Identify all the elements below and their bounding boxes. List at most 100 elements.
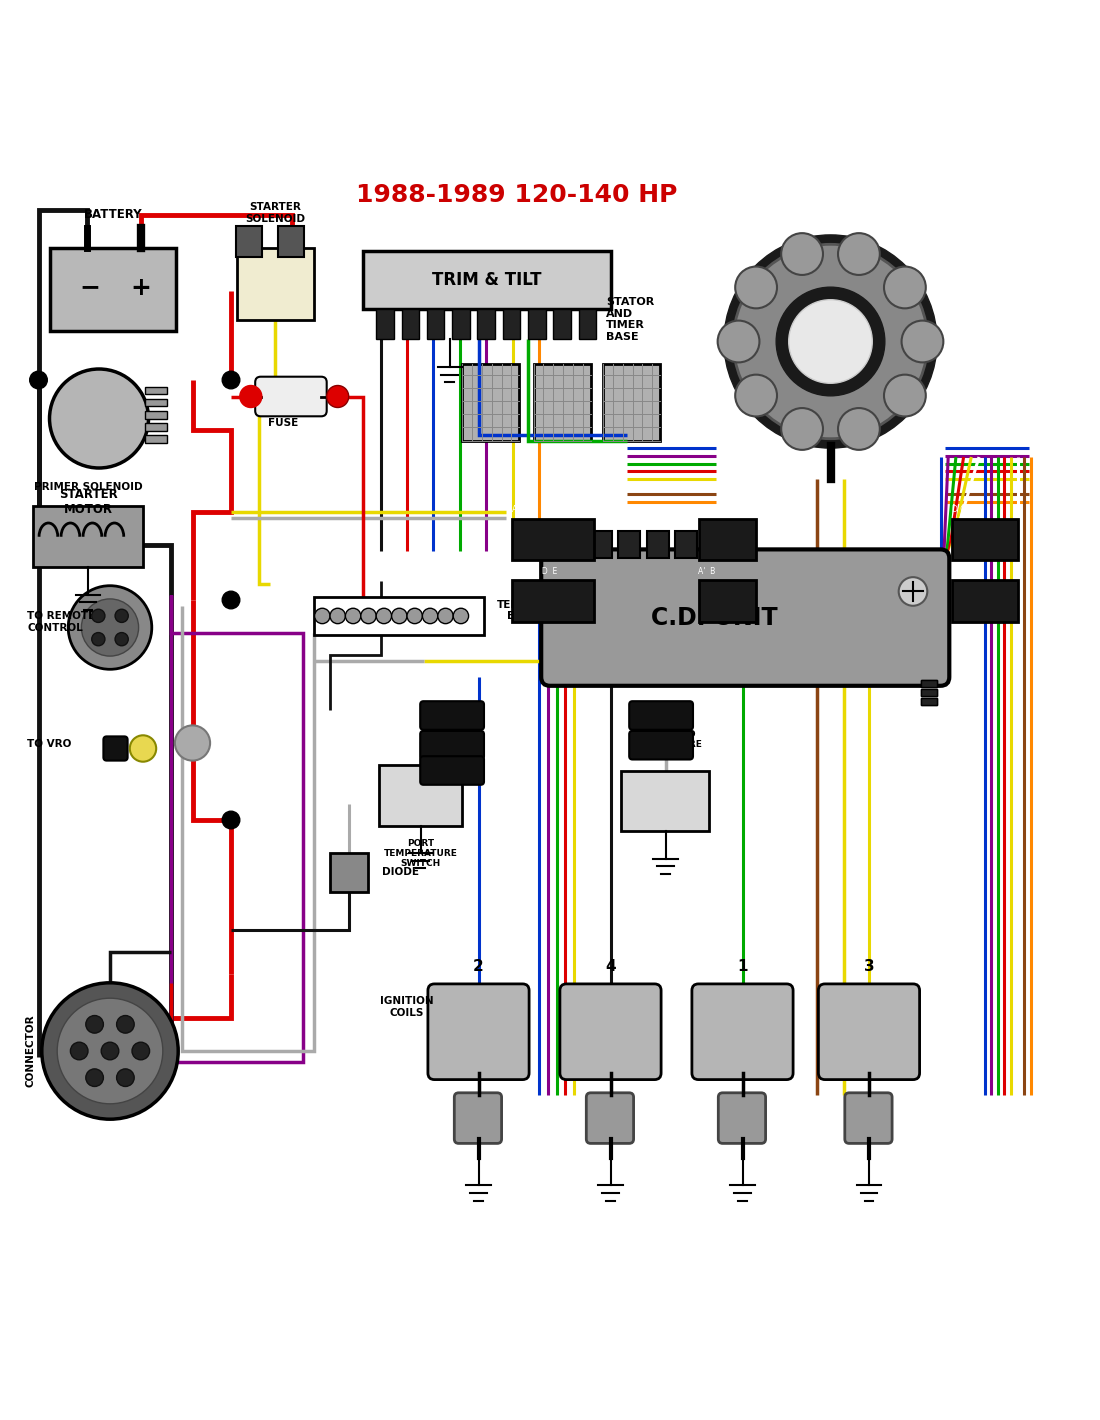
FancyBboxPatch shape: [845, 1093, 892, 1143]
FancyBboxPatch shape: [618, 531, 640, 558]
Circle shape: [116, 609, 129, 622]
FancyBboxPatch shape: [528, 308, 546, 339]
FancyBboxPatch shape: [428, 984, 529, 1079]
FancyBboxPatch shape: [818, 984, 920, 1079]
FancyBboxPatch shape: [534, 364, 591, 440]
Text: 4: 4: [605, 959, 616, 974]
FancyBboxPatch shape: [647, 531, 669, 558]
Circle shape: [315, 608, 330, 623]
FancyBboxPatch shape: [921, 689, 937, 696]
Circle shape: [222, 591, 240, 609]
Text: TERMINAL
BOARD: TERMINAL BOARD: [497, 599, 558, 622]
Circle shape: [838, 408, 880, 450]
Text: +: +: [130, 275, 151, 300]
Text: STARTER
SOLENOID: STARTER SOLENOID: [245, 202, 305, 224]
FancyBboxPatch shape: [629, 731, 693, 760]
Circle shape: [116, 632, 129, 646]
FancyBboxPatch shape: [379, 765, 462, 825]
Text: C.D. UNIT: C.D. UNIT: [651, 605, 778, 629]
Circle shape: [117, 1015, 134, 1034]
FancyBboxPatch shape: [420, 731, 484, 760]
Circle shape: [240, 385, 262, 408]
FancyBboxPatch shape: [921, 697, 937, 704]
FancyBboxPatch shape: [553, 308, 571, 339]
Circle shape: [42, 983, 178, 1119]
Text: TO REMOTE
CONTROL: TO REMOTE CONTROL: [28, 611, 96, 633]
FancyBboxPatch shape: [579, 308, 596, 339]
Circle shape: [57, 998, 163, 1103]
Circle shape: [407, 608, 422, 623]
Text: FUSE: FUSE: [267, 419, 298, 429]
Circle shape: [86, 1015, 103, 1034]
Text: STATOR
AND
TIMER
BASE: STATOR AND TIMER BASE: [606, 297, 654, 342]
Text: 1988-1989 120-140 HP: 1988-1989 120-140 HP: [356, 183, 678, 207]
FancyBboxPatch shape: [50, 248, 176, 331]
FancyBboxPatch shape: [586, 1093, 634, 1143]
FancyBboxPatch shape: [145, 423, 167, 430]
Circle shape: [361, 608, 376, 623]
FancyBboxPatch shape: [376, 308, 394, 339]
Circle shape: [175, 726, 210, 761]
Circle shape: [781, 233, 823, 275]
Text: 1: 1: [737, 959, 748, 974]
FancyBboxPatch shape: [952, 518, 1018, 561]
Text: D C B A: D C B A: [952, 506, 980, 514]
Circle shape: [734, 244, 927, 439]
Text: DIODE: DIODE: [382, 868, 419, 878]
FancyBboxPatch shape: [314, 596, 484, 635]
Text: STARTER
MOTOR: STARTER MOTOR: [58, 488, 118, 515]
Circle shape: [91, 609, 104, 622]
FancyBboxPatch shape: [921, 680, 937, 687]
FancyBboxPatch shape: [621, 771, 710, 831]
Text: STARBOARD
TEMPERATURE
SWITCH: STARBOARD TEMPERATURE SWITCH: [628, 730, 703, 760]
FancyBboxPatch shape: [236, 248, 314, 320]
FancyBboxPatch shape: [718, 1093, 766, 1143]
Text: A  B  C  D  E: A B C D E: [512, 567, 557, 575]
Circle shape: [81, 599, 139, 656]
FancyBboxPatch shape: [921, 680, 937, 687]
Text: 3: 3: [864, 959, 874, 974]
Circle shape: [422, 608, 438, 623]
Circle shape: [132, 1042, 150, 1059]
Circle shape: [345, 608, 361, 623]
FancyBboxPatch shape: [330, 853, 369, 892]
Text: IGNITION
COILS: IGNITION COILS: [381, 997, 433, 1018]
Text: A'  B: A' B: [698, 567, 716, 575]
FancyBboxPatch shape: [452, 308, 470, 339]
Circle shape: [392, 608, 407, 623]
Circle shape: [438, 608, 453, 623]
FancyBboxPatch shape: [145, 399, 167, 406]
FancyBboxPatch shape: [145, 410, 167, 419]
FancyBboxPatch shape: [103, 737, 128, 761]
FancyBboxPatch shape: [675, 531, 697, 558]
FancyBboxPatch shape: [512, 581, 594, 622]
FancyBboxPatch shape: [560, 984, 661, 1079]
Text: 2: 2: [473, 959, 484, 974]
Circle shape: [91, 632, 104, 646]
FancyBboxPatch shape: [629, 701, 693, 730]
FancyBboxPatch shape: [277, 226, 304, 257]
Circle shape: [376, 608, 392, 623]
Text: PORT
TEMPERATURE
SWITCH: PORT TEMPERATURE SWITCH: [384, 839, 458, 869]
Text: PRIMER SOLENOID: PRIMER SOLENOID: [34, 483, 142, 493]
FancyBboxPatch shape: [512, 518, 594, 561]
FancyBboxPatch shape: [420, 701, 484, 730]
Circle shape: [50, 369, 148, 469]
FancyBboxPatch shape: [420, 757, 484, 785]
Circle shape: [838, 233, 880, 275]
Circle shape: [101, 1042, 119, 1059]
FancyBboxPatch shape: [145, 435, 167, 443]
FancyBboxPatch shape: [427, 308, 444, 339]
FancyBboxPatch shape: [402, 308, 419, 339]
FancyBboxPatch shape: [145, 386, 167, 395]
Circle shape: [789, 300, 872, 383]
Text: TO VRO: TO VRO: [28, 738, 72, 750]
FancyBboxPatch shape: [503, 308, 520, 339]
FancyBboxPatch shape: [462, 364, 519, 440]
Circle shape: [781, 408, 823, 450]
FancyBboxPatch shape: [561, 531, 583, 558]
FancyBboxPatch shape: [698, 518, 756, 561]
Circle shape: [902, 321, 944, 362]
Text: D C B A: D C B A: [952, 567, 980, 575]
Circle shape: [735, 267, 777, 308]
